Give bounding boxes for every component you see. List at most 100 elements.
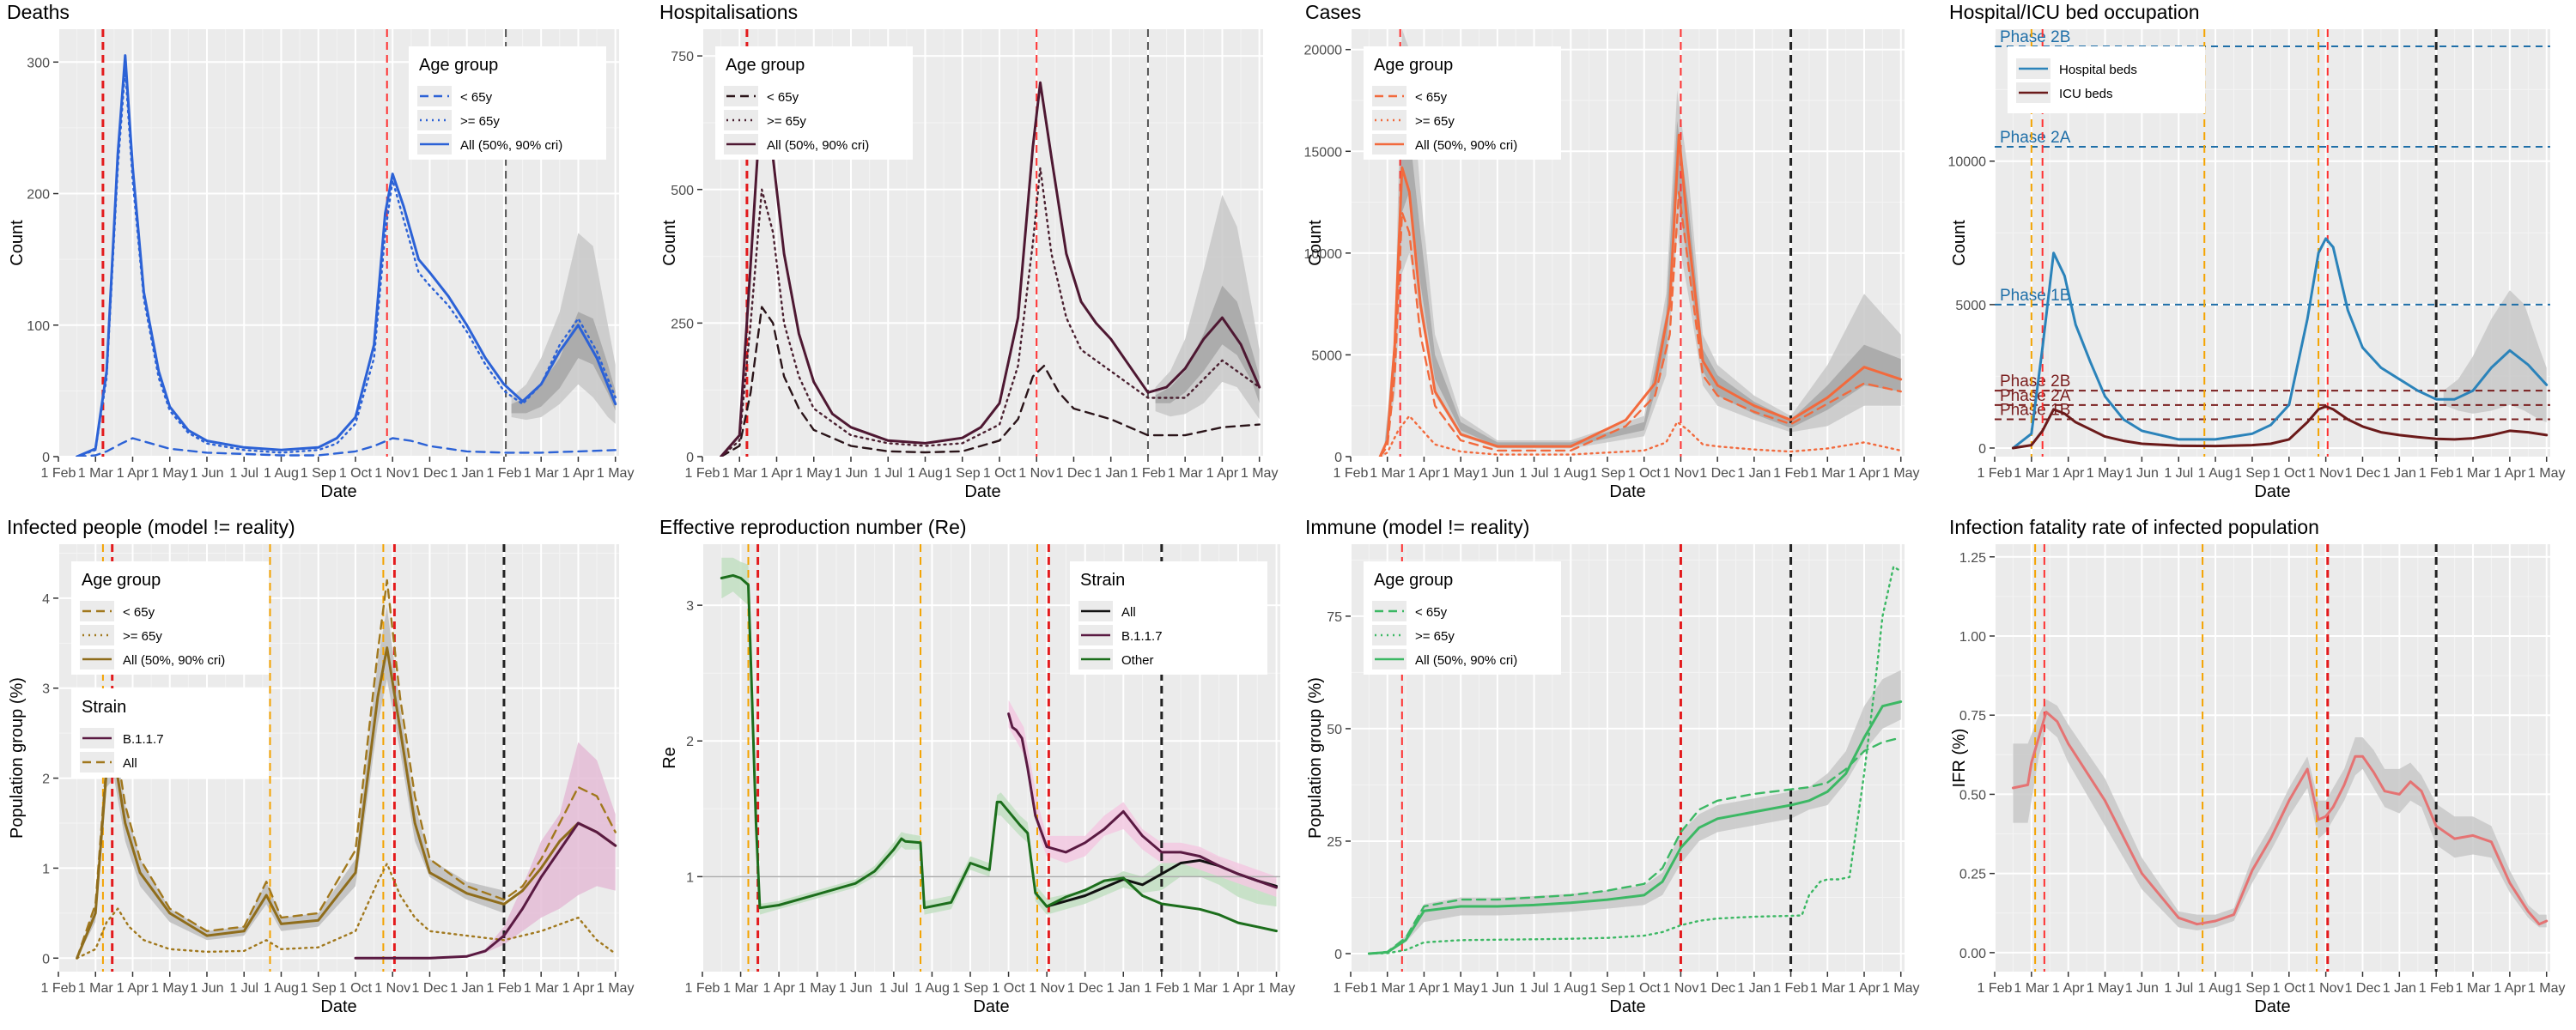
x-tick-label: 1 Nov bbox=[2308, 981, 2344, 996]
x-tick-label: 1 Sep bbox=[1589, 466, 1625, 481]
x-tick-label: 1 Aug bbox=[1553, 981, 1589, 996]
legend-title: Age group bbox=[1374, 571, 1453, 590]
x-tick-label: 1 Jul bbox=[2164, 981, 2193, 996]
y-axis-label: Re bbox=[660, 747, 679, 769]
y-tick-label: 0.00 bbox=[1959, 947, 1986, 961]
legend-key-bg bbox=[1372, 625, 1406, 645]
x-tick-label: 1 Mar bbox=[723, 981, 759, 996]
y-tick-label: 0 bbox=[42, 451, 50, 465]
y-tick-label: 750 bbox=[671, 50, 694, 64]
panel-ifr: Infection fatality rate of infected popu… bbox=[1949, 516, 2566, 1016]
plot-area bbox=[702, 544, 1280, 972]
legend-entry: All bbox=[1121, 605, 1136, 620]
x-tick-label: 1 Jun bbox=[2125, 466, 2159, 481]
x-tick-label: 1 Dec bbox=[412, 981, 448, 996]
legend-entry: >= 65y bbox=[1415, 114, 1455, 129]
y-tick-label: 1.00 bbox=[1959, 630, 1986, 645]
legend-key-bg bbox=[724, 110, 758, 130]
x-axis-label: Date bbox=[320, 482, 356, 501]
legend-title: Age group bbox=[419, 56, 498, 75]
x-tick-label: 1 Jan bbox=[1737, 981, 1771, 996]
credible-band bbox=[429, 742, 616, 959]
x-tick-label: 1 Sep bbox=[945, 466, 981, 481]
chart-title: Hospital/ICU bed occupation bbox=[1949, 1, 2200, 23]
x-tick-label: 1 May bbox=[1258, 981, 1296, 996]
x-tick-label: 1 Dec bbox=[1067, 981, 1103, 996]
y-tick-label: 500 bbox=[671, 184, 694, 198]
legend-entry: >= 65y bbox=[1415, 629, 1455, 644]
legend-key-bg bbox=[1372, 110, 1406, 130]
x-tick-label: 1 Oct bbox=[1628, 981, 1662, 996]
series-line bbox=[76, 579, 617, 960]
y-tick-label: 1 bbox=[42, 862, 50, 876]
y-axis-label: Count bbox=[660, 220, 679, 266]
y-tick-label: 250 bbox=[671, 317, 694, 331]
x-tick-label: 1 Jul bbox=[879, 981, 908, 996]
x-tick-label: 1 Sep bbox=[301, 981, 337, 996]
chart-title: Infected people (model != reality) bbox=[7, 516, 295, 538]
x-tick-label: 1 Jul bbox=[1520, 981, 1549, 996]
x-tick-label: 1 Apr bbox=[2052, 466, 2085, 481]
x-tick-label: 1 Oct bbox=[339, 466, 373, 481]
x-tick-label: 1 May bbox=[795, 466, 833, 481]
y-tick-label: 300 bbox=[27, 56, 50, 70]
legend: Strain B.1.1.7 All bbox=[71, 688, 269, 778]
credible-band bbox=[511, 233, 616, 424]
x-axis-label: Date bbox=[2254, 997, 2290, 1016]
y-tick-label: 10000 bbox=[1304, 247, 1343, 262]
legend-entry: All (50%, 90% cri) bbox=[123, 653, 225, 668]
chart-title: Hospitalisations bbox=[659, 1, 798, 23]
series-line bbox=[2011, 711, 2549, 926]
x-tick-label: 1 Feb bbox=[41, 981, 76, 996]
x-tick-label: 1 Feb bbox=[685, 981, 720, 996]
x-tick-label: 1 Jan bbox=[2383, 466, 2416, 481]
x-tick-label: 1 May bbox=[1882, 466, 1920, 481]
panel-re: Effective reproduction number (Re) 1 2 3 1 F… bbox=[659, 516, 1295, 1016]
x-tick-label: 1 Feb bbox=[1144, 981, 1179, 996]
x-tick-label: 1 Sep bbox=[2234, 981, 2270, 996]
x-tick-label: 1 May bbox=[597, 981, 635, 996]
x-axis-label: Date bbox=[973, 997, 1009, 1016]
x-tick-label: 1 Mar bbox=[78, 981, 114, 996]
y-tick-label: 0.50 bbox=[1959, 788, 1986, 803]
chart-title: Infection fatality rate of infected popu… bbox=[1949, 516, 2319, 538]
y-tick-label: 1 bbox=[686, 870, 694, 885]
plot-area bbox=[2011, 544, 2549, 972]
y-tick-label: 0.25 bbox=[1959, 868, 1986, 882]
panel-beds: Hospital/ICU bed occupation Phase 2B Phase… bbox=[1948, 1, 2566, 501]
x-tick-label: 1 Dec bbox=[412, 466, 448, 481]
x-tick-label: 1 Apr bbox=[562, 466, 595, 481]
x-tick-label: 1 Mar bbox=[524, 466, 560, 481]
legend-title: Age group bbox=[1374, 56, 1453, 75]
x-tick-label: 1 Apr bbox=[2052, 981, 2085, 996]
y-tick-label: 0 bbox=[1978, 442, 1986, 457]
credible-band bbox=[76, 607, 504, 959]
chart-title: Deaths bbox=[7, 1, 70, 23]
x-tick-label: 1 Dec bbox=[2345, 466, 2381, 481]
threshold-label: Phase 2B bbox=[2000, 28, 2070, 46]
x-tick-label: 1 Feb bbox=[2419, 981, 2454, 996]
x-tick-label: 1 Apr bbox=[117, 466, 149, 481]
chart-title: Cases bbox=[1305, 1, 1361, 23]
x-tick-label: 1 Mar bbox=[722, 466, 758, 481]
threshold-label: Phase 2A bbox=[2000, 129, 2071, 147]
x-tick-label: 1 Mar bbox=[1370, 981, 1406, 996]
legend-key-bg bbox=[417, 110, 452, 130]
x-tick-label: 1 May bbox=[2087, 466, 2124, 481]
series-line bbox=[76, 646, 617, 960]
series-line bbox=[1379, 415, 1902, 457]
legend-entry: All (50%, 90% cri) bbox=[767, 138, 869, 153]
x-tick-label: 1 Jan bbox=[450, 981, 483, 996]
x-tick-label: 1 Dec bbox=[1699, 981, 1735, 996]
x-tick-label: 1 Apr bbox=[2494, 981, 2526, 996]
legend-entry: B.1.1.7 bbox=[1121, 629, 1163, 644]
credible-band bbox=[1155, 195, 1260, 420]
series-line bbox=[2011, 237, 2549, 450]
threshold-label: Phase 2B bbox=[2000, 373, 2070, 391]
x-tick-label: 1 Jan bbox=[450, 466, 483, 481]
x-tick-label: 1 Apr bbox=[1848, 981, 1880, 996]
y-axis-label: Count bbox=[8, 220, 27, 266]
x-tick-label: 1 Feb bbox=[1334, 981, 1369, 996]
y-tick-label: 5000 bbox=[1955, 299, 1986, 313]
